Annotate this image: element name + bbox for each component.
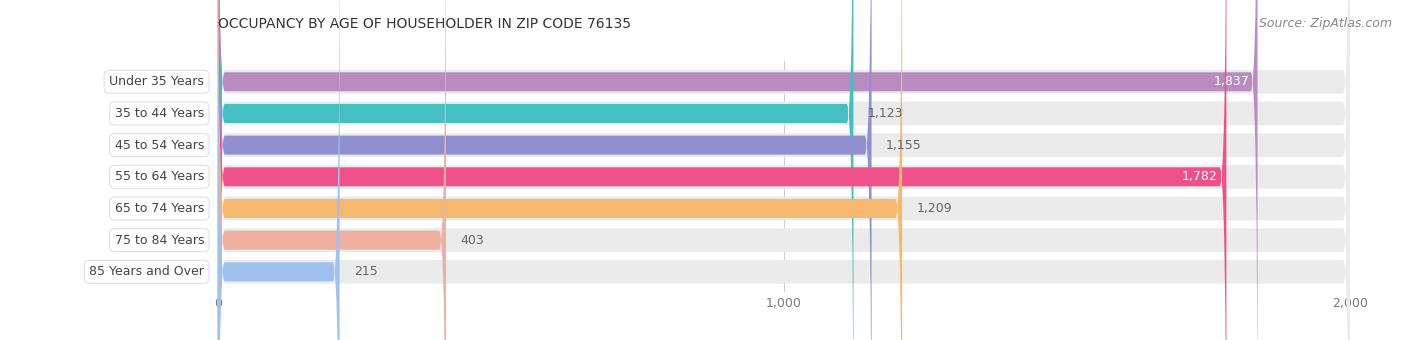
- FancyBboxPatch shape: [218, 0, 1350, 340]
- Text: 55 to 64 Years: 55 to 64 Years: [115, 170, 204, 183]
- Text: Source: ZipAtlas.com: Source: ZipAtlas.com: [1258, 17, 1392, 30]
- FancyBboxPatch shape: [218, 0, 872, 340]
- Text: 1,209: 1,209: [917, 202, 952, 215]
- Text: 35 to 44 Years: 35 to 44 Years: [115, 107, 204, 120]
- FancyBboxPatch shape: [218, 0, 1350, 340]
- FancyBboxPatch shape: [218, 0, 446, 340]
- Text: 75 to 84 Years: 75 to 84 Years: [114, 234, 204, 246]
- Text: Under 35 Years: Under 35 Years: [110, 75, 204, 88]
- FancyBboxPatch shape: [218, 0, 1350, 340]
- FancyBboxPatch shape: [218, 0, 903, 340]
- FancyBboxPatch shape: [218, 0, 853, 340]
- Text: 1,782: 1,782: [1182, 170, 1218, 183]
- Text: 1,123: 1,123: [868, 107, 903, 120]
- Text: 1,837: 1,837: [1213, 75, 1249, 88]
- FancyBboxPatch shape: [218, 0, 1350, 340]
- Text: 403: 403: [460, 234, 484, 246]
- FancyBboxPatch shape: [218, 0, 1226, 340]
- Text: OCCUPANCY BY AGE OF HOUSEHOLDER IN ZIP CODE 76135: OCCUPANCY BY AGE OF HOUSEHOLDER IN ZIP C…: [218, 17, 631, 31]
- FancyBboxPatch shape: [218, 0, 1257, 340]
- Text: 85 Years and Over: 85 Years and Over: [89, 265, 204, 278]
- FancyBboxPatch shape: [218, 0, 1350, 340]
- FancyBboxPatch shape: [218, 0, 340, 340]
- Text: 215: 215: [354, 265, 377, 278]
- FancyBboxPatch shape: [218, 0, 1350, 340]
- Text: 65 to 74 Years: 65 to 74 Years: [115, 202, 204, 215]
- Text: 1,155: 1,155: [886, 139, 921, 152]
- Text: 45 to 54 Years: 45 to 54 Years: [115, 139, 204, 152]
- FancyBboxPatch shape: [218, 0, 1350, 340]
